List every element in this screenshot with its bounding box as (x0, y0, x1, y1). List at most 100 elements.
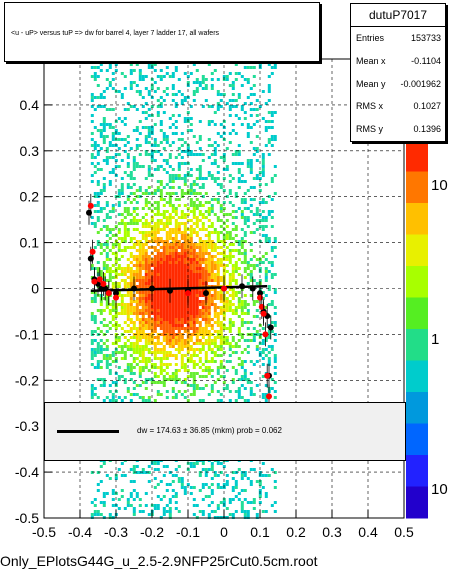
density-cell (129, 372, 133, 375)
density-cell (153, 246, 157, 249)
density-cell (159, 312, 163, 315)
density-cell (162, 186, 166, 189)
density-cell (225, 360, 229, 363)
density-cell (192, 303, 196, 306)
density-cell (129, 270, 133, 273)
density-cell (102, 219, 106, 222)
density-cell (186, 189, 190, 192)
density-cell (132, 264, 136, 267)
density-cell (129, 378, 133, 381)
density-cell (183, 228, 187, 231)
density-cell (228, 330, 232, 333)
density-cell (207, 321, 211, 324)
density-cell (156, 144, 160, 147)
density-cell (183, 261, 187, 264)
density-cell (135, 279, 139, 282)
density-cell (174, 282, 178, 285)
density-cell (144, 492, 148, 495)
density-cell (198, 399, 202, 402)
density-cell (264, 393, 268, 396)
density-cell (222, 159, 226, 162)
density-cell (147, 513, 151, 516)
density-cell (267, 90, 271, 93)
density-cell (144, 339, 148, 342)
density-cell (192, 135, 196, 138)
density-cell (216, 315, 220, 318)
density-cell (102, 225, 106, 228)
density-cell (129, 318, 133, 321)
density-cell (141, 369, 145, 372)
density-cell (189, 294, 193, 297)
density-cell (153, 315, 157, 318)
density-cell (273, 321, 277, 324)
density-cell (126, 285, 130, 288)
density-cell (261, 168, 265, 171)
color-scale-band (406, 423, 428, 456)
density-cell (264, 240, 268, 243)
density-cell (129, 252, 133, 255)
density-cell (189, 255, 193, 258)
density-cell (102, 129, 106, 132)
density-cell (183, 252, 187, 255)
density-cell (144, 231, 148, 234)
density-cell (252, 264, 256, 267)
density-cell (171, 264, 175, 267)
density-cell (237, 153, 241, 156)
density-cell (117, 339, 121, 342)
density-cell (156, 285, 160, 288)
density-cell (213, 291, 217, 294)
density-cell (207, 303, 211, 306)
density-cell (162, 261, 166, 264)
density-cell (165, 357, 169, 360)
density-cell (264, 129, 268, 132)
density-cell (231, 153, 235, 156)
density-cell (228, 108, 232, 111)
density-cell (243, 372, 247, 375)
density-cell (105, 246, 109, 249)
density-cell (225, 474, 229, 477)
density-cell (228, 132, 232, 135)
density-cell (183, 366, 187, 369)
density-cell (189, 201, 193, 204)
density-cell (225, 255, 229, 258)
density-cell (144, 75, 148, 78)
density-cell (111, 246, 115, 249)
density-cell (90, 267, 94, 270)
density-cell (132, 324, 136, 327)
density-cell (204, 87, 208, 90)
density-cell (243, 249, 247, 252)
density-cell (111, 207, 115, 210)
density-cell (195, 306, 199, 309)
density-cell (264, 225, 268, 228)
density-cell (189, 357, 193, 360)
fit-line (90, 284, 268, 293)
density-cell (162, 168, 166, 171)
density-cell (120, 267, 124, 270)
data-point (105, 290, 112, 297)
density-cell (162, 375, 166, 378)
density-cell (273, 354, 277, 357)
density-cell (198, 291, 202, 294)
density-cell (153, 192, 157, 195)
density-cell (165, 210, 169, 213)
density-cell (189, 327, 193, 330)
density-cell (102, 495, 106, 498)
density-cell (180, 327, 184, 330)
color-scale-band (406, 266, 428, 298)
density-cell (174, 354, 178, 357)
density-cell (165, 282, 169, 285)
density-cell (135, 219, 139, 222)
density-cell (129, 276, 133, 279)
density-cell (201, 255, 205, 258)
density-cell (231, 93, 235, 96)
density-cell (192, 273, 196, 276)
density-cell (201, 327, 205, 330)
density-cell (162, 111, 166, 114)
density-cell (141, 231, 145, 234)
density-cell (138, 300, 142, 303)
density-cell (114, 261, 118, 264)
density-cell (132, 468, 136, 471)
density-cell (120, 249, 124, 252)
density-cell (273, 273, 277, 276)
density-cell (93, 210, 97, 213)
